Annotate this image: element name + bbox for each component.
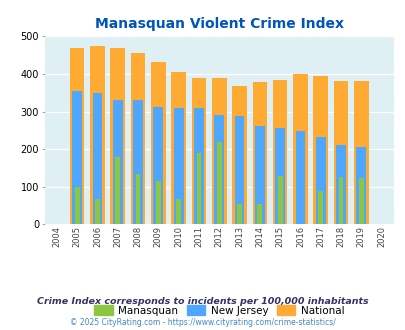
Text: Crime Index corresponds to incidents per 100,000 inhabitants: Crime Index corresponds to incidents per… — [37, 297, 368, 307]
Bar — [315, 138, 325, 224]
Bar — [338, 178, 343, 224]
Bar — [70, 48, 84, 224]
Bar — [196, 153, 201, 224]
Bar — [130, 53, 145, 224]
Bar — [115, 157, 120, 224]
Bar — [353, 82, 368, 224]
Bar — [292, 74, 307, 224]
Bar — [275, 128, 284, 224]
Bar — [173, 108, 183, 224]
Bar — [313, 76, 327, 224]
Bar — [135, 174, 140, 224]
Bar — [110, 48, 125, 224]
Bar — [277, 176, 282, 224]
Bar — [90, 47, 104, 224]
Bar — [191, 79, 206, 224]
Bar — [318, 190, 322, 224]
Bar — [176, 199, 181, 224]
Bar — [237, 204, 241, 224]
Bar — [95, 199, 100, 224]
Bar — [171, 72, 185, 224]
Bar — [333, 81, 347, 224]
Bar — [356, 147, 365, 224]
Bar — [216, 142, 221, 224]
Bar — [232, 86, 246, 224]
Bar — [335, 145, 345, 224]
Bar — [254, 126, 264, 224]
Bar — [214, 115, 224, 224]
Text: © 2025 CityRating.com - https://www.cityrating.com/crime-statistics/: © 2025 CityRating.com - https://www.city… — [70, 318, 335, 327]
Bar — [151, 62, 165, 224]
Bar — [252, 82, 266, 224]
Bar — [156, 181, 160, 224]
Legend: Manasquan, New Jersey, National: Manasquan, New Jersey, National — [90, 301, 347, 320]
Bar — [295, 131, 305, 224]
Bar — [153, 107, 163, 224]
Bar — [113, 100, 122, 224]
Bar — [234, 116, 244, 224]
Bar — [194, 108, 203, 224]
Bar — [211, 79, 226, 224]
Bar — [92, 93, 102, 224]
Bar — [358, 178, 363, 224]
Title: Manasquan Violent Crime Index: Manasquan Violent Crime Index — [94, 17, 343, 31]
Bar — [72, 91, 82, 224]
Bar — [272, 80, 287, 224]
Bar — [257, 204, 262, 224]
Bar — [133, 100, 143, 224]
Bar — [75, 187, 79, 224]
